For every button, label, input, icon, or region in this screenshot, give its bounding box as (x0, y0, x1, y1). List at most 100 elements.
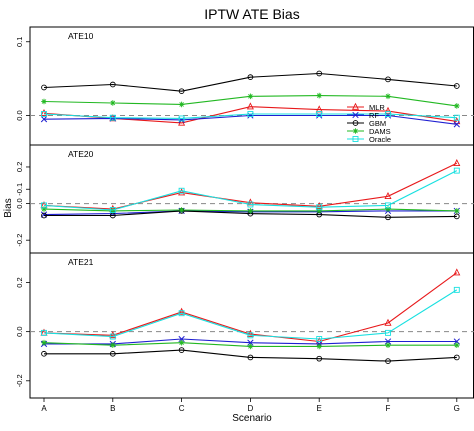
panel-ate21-series-mlr-point-f (384, 318, 392, 326)
x-tick-label-g: G (454, 404, 460, 413)
panel-ate21-series-oracle-point-b (109, 333, 116, 340)
panel-ate20: ATE20 -0.2 0.0 0.2 (15, 144, 474, 254)
panel-ate10-series-oracle-line (43, 113, 457, 119)
panel-ate21-ytick-label: -0.2 (15, 374, 24, 387)
panel-ate10-series-oracle-point-g (453, 114, 460, 121)
panel-ate20-series-dams-point-e (316, 208, 322, 214)
panel-ate21-series-dams-point-a-stroke-d2 (41, 340, 47, 345)
panel-ate20-series-dams-point-a (41, 206, 47, 212)
panel-ate21-series-gbm-line (44, 349, 457, 362)
legend-entry-dams-marker-stroke-d2 (353, 128, 358, 134)
panel-ate20-label: ATE20 (68, 149, 94, 159)
x-tick-label-d: D (248, 404, 254, 413)
legend-entry-gbm-marker (352, 120, 359, 126)
panel-ate10-series-gbm-point-g (453, 83, 460, 89)
panel-ate10-series-oracle-point-f (385, 111, 391, 117)
panel-ate20-series-oracle (41, 167, 460, 213)
panel-ate21-series-oracle (41, 286, 460, 342)
panel-ate10-series-oracle-point-e (316, 111, 323, 117)
legend-entry-mlr-label: MLR (369, 103, 385, 112)
x-tick-label-a: A (41, 404, 47, 413)
panel-ate10-series-dams-point-d-stroke-d2 (248, 94, 253, 99)
panel-ate10-series-oracle-point-c (178, 115, 185, 122)
panel-ate10-series-gbm (41, 70, 460, 95)
panel-ate10-series-dams-point-b-stroke-d2 (110, 100, 116, 106)
legend-entry-gbm: GBM (347, 119, 386, 128)
panel-ate21-series-oracle-point-d (247, 332, 254, 339)
x-tick-label-b: B (110, 404, 115, 413)
panel-ate10-series-dams-point-f-stroke-d2 (385, 94, 391, 99)
legend-entry-dams: DAMS (347, 127, 391, 136)
panel-ate20-series-mlr-point-c (178, 188, 186, 196)
panel-ate21-ytick-label: 0.2 (15, 277, 24, 287)
x-tick-label-e: E (317, 404, 322, 413)
panel-ate10-series-oracle-point-b (109, 114, 116, 121)
panel-ate10-series-gbm-point-d (247, 74, 254, 81)
panel-ate10-series-dams-point-g (454, 103, 460, 109)
panel-ate10-series-mlr-point-f (384, 106, 392, 114)
panel-ate10-ytick-label: 0.1 (15, 37, 24, 47)
panel-ate10-series-dams-point-c-stroke-d2 (179, 102, 184, 107)
panel-ate21-series-dams-point-f (385, 342, 391, 348)
y-axis-label: Bias (3, 198, 14, 217)
panel-ate10-frame (29, 26, 474, 146)
panel-ate10-series-dams-point-c (178, 101, 185, 108)
panel-ate21-series-dams-point-e-stroke-d2 (316, 344, 322, 349)
panel-ate21-series-mlr-point-g (453, 268, 461, 276)
panel-ate21-series-mlr-line (43, 272, 458, 343)
panel-ate21-series-gbm-point-c (178, 347, 185, 353)
panel-ate10-series-mlr-point-a (40, 108, 48, 117)
panel-ate10-series-rf-point-a (40, 116, 48, 123)
panel-ate21-series-dams-point-f-stroke-d2 (385, 342, 391, 348)
panel-ate20-series-oracle-point-a (41, 202, 47, 209)
panel-ate20-series-oracle-point-e (316, 204, 323, 211)
panel-ate21-series-oracle-point-a (41, 329, 47, 336)
panel-ate21-series-mlr-point-c (178, 307, 186, 315)
panel-ate10-series-dams-point-a (41, 98, 47, 105)
panel-ate21-series-gbm-point-b (109, 350, 116, 357)
x-axis: A B C D E F G (41, 397, 460, 413)
panel-ate10-series-dams-point-a-stroke-d2 (41, 99, 47, 104)
panel-ate10-series-oracle (41, 111, 460, 122)
legend-entry-mlr-marker (351, 102, 360, 110)
panel-ate21-series-mlr-point-d (246, 329, 254, 337)
panel-ate10-series-dams-point-e (316, 92, 322, 99)
panel-ate21-label: ATE21 (68, 257, 94, 267)
chart-title: IPTW ATE Bias (204, 6, 299, 22)
panel-ate20-series-dams-point-d-stroke-d2 (248, 208, 253, 214)
panel-ate10-series-dams-point-b (110, 100, 116, 106)
panel-ate10-ytick-label: 0.0 (15, 110, 24, 120)
panel-ate10-series-rf-point-a-stroke-b (40, 116, 48, 123)
panel-ate10-series-dams-point-d (247, 93, 254, 100)
panel-ate21-series-oracle-point-c (178, 310, 185, 317)
panel-ate20-ytick-label: 0.0 (15, 198, 24, 208)
legend-entry-dams-label: DAMS (369, 127, 391, 136)
x-axis-label: Scenario (232, 413, 272, 424)
panel-ate21-series-oracle-line (43, 289, 458, 340)
panel-ate21-series-dams (41, 339, 460, 350)
panel-ate20-frame (29, 144, 474, 254)
panel-ate21-series-dams-point-d-stroke-d2 (248, 344, 253, 349)
panel-ate20-series-dams-point-g-stroke-d2 (454, 208, 460, 214)
panel-ate20-series-dams-point-d (247, 208, 254, 214)
panel-ate21: ATE21 -0.2 0.0 0.2 (15, 252, 474, 399)
legend-entry-oracle-label: Oracle (369, 135, 391, 144)
panel-ate10-series-dams-point-e-stroke-d2 (316, 93, 322, 98)
x-tick-label-f: F (386, 404, 391, 413)
legend-entry-gbm-label: GBM (369, 119, 386, 128)
panel-ate10-series-mlr-point-c (178, 118, 186, 126)
panel-ate21-series-dams-point-a (41, 339, 47, 346)
panel-ate21-series-gbm-point-g (453, 354, 460, 361)
panel-ate20-series-gbm-point-f (385, 214, 391, 221)
panel-ate20-series-mlr-point-g (453, 158, 461, 167)
panel-ate10-series-gbm-line (43, 72, 457, 92)
panel-ate20-series-oracle-point-g (453, 167, 460, 174)
panel-ate21-series-dams-point-c-stroke-d2 (179, 340, 184, 345)
x-tick-label-c: C (179, 404, 185, 413)
panel-ate10-series-dams-point-f (385, 93, 391, 100)
panel-ate20-ytick-label: -0.2 (15, 234, 24, 247)
panel-ate21-series-gbm-point-a (41, 350, 47, 357)
panel-ate10-series-gbm-point-f (385, 76, 391, 83)
